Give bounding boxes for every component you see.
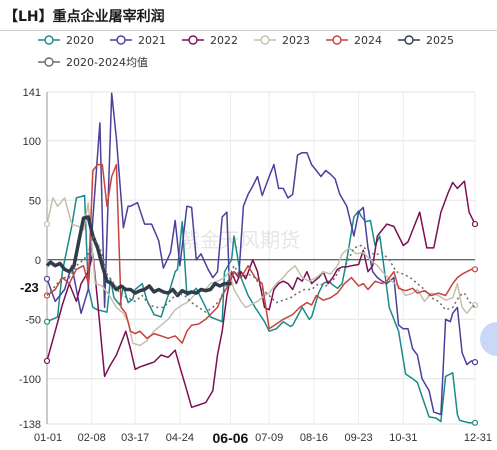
series-line-2021	[46, 92, 476, 416]
legend-swatch-marker	[44, 35, 54, 45]
legend-label: 2024	[354, 34, 382, 47]
legend-swatch-marker	[188, 35, 198, 45]
legend-item-2021[interactable]: 2021	[110, 34, 166, 47]
legend-item-2020[interactable]: 2020	[38, 34, 94, 47]
series-line-2025	[45, 215, 232, 298]
legend-label: 2020	[66, 34, 94, 47]
series-lines	[43, 92, 479, 426]
legend-label: 2020-2024均值	[66, 56, 148, 69]
series-start-point	[43, 275, 51, 282]
series-start-point	[43, 318, 51, 325]
y-tick-label: 0	[35, 255, 41, 267]
legend: 2020 2021 2022 2023 2024 2025 2020-2024均值	[38, 34, 454, 69]
series-end-point	[471, 359, 479, 366]
legend-swatch-marker	[44, 57, 54, 67]
series-end-point	[471, 301, 479, 309]
series-line-2022	[46, 180, 476, 409]
legend-swatch-marker	[116, 35, 126, 45]
side-panel-toggle[interactable]	[480, 322, 497, 356]
y-tick-label: -50	[25, 314, 41, 326]
series-start-point	[43, 357, 51, 365]
legend-item-2020-2024均值[interactable]: 2020-2024均值	[38, 56, 148, 69]
x-tick-label: 12-31	[464, 432, 492, 444]
x-tick-label: 02-08	[78, 432, 106, 444]
legend-swatch-marker	[404, 35, 414, 45]
legend-item-2022[interactable]: 2022	[182, 34, 238, 47]
x-tick-label: 07-09	[255, 432, 283, 444]
y-tick-label: -100	[19, 374, 41, 386]
legend-swatch-marker	[260, 35, 270, 45]
series-end-point	[471, 220, 479, 228]
x-tick-label: 01-01	[34, 432, 62, 444]
axes	[46, 92, 475, 424]
title-divider	[0, 30, 497, 31]
series-start-point	[43, 220, 51, 228]
tick-labels: 141 100 50 0 -50 -100 -138 -23 01-01 02-08 03-17 04…	[19, 87, 492, 446]
x-tick-label: 08-16	[300, 432, 328, 444]
legend-label: 2025	[426, 34, 454, 47]
legend-item-2023[interactable]: 2023	[254, 34, 310, 47]
x-tick-label: 10-31	[389, 432, 417, 444]
series-line-2023	[46, 197, 476, 347]
series-end-point	[471, 419, 479, 426]
legend-label: 2022	[210, 34, 238, 47]
legend-item-2025[interactable]: 2025	[398, 34, 454, 47]
x-tick-label: 03-17	[121, 432, 149, 444]
x-tick-label: 06-06	[213, 430, 249, 446]
page-title: 【LH】重点企业屠宰利润	[4, 9, 165, 25]
series-line-2020-2024均值	[46, 235, 476, 313]
series-end-point	[471, 266, 479, 273]
series-line-2024	[46, 163, 475, 344]
legend-label: 2021	[138, 34, 166, 47]
y-tick-label: -138	[19, 419, 41, 431]
y-marker-label: -23	[20, 280, 39, 295]
legend-label: 2023	[282, 34, 310, 47]
grid-lines	[46, 91, 476, 425]
y-tick-label: 50	[29, 195, 41, 207]
x-tick-label: 09-23	[345, 432, 373, 444]
y-tick-label: 141	[23, 87, 41, 99]
legend-item-2024[interactable]: 2024	[326, 34, 382, 47]
y-tick-label: 100	[23, 136, 41, 148]
legend-swatch-marker	[332, 35, 342, 45]
x-tick-label: 04-24	[166, 432, 194, 444]
